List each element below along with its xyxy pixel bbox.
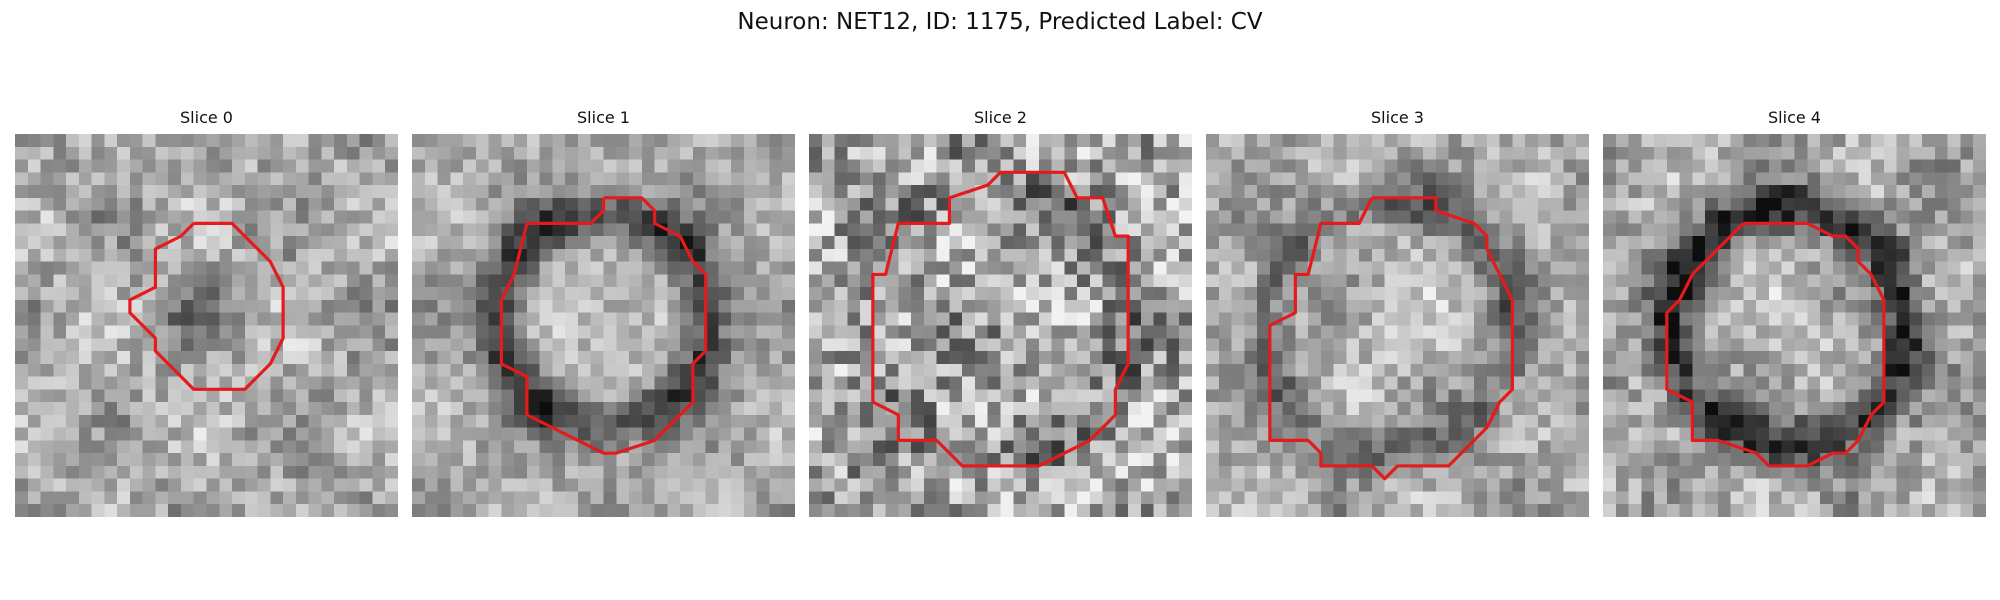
slice-image (809, 134, 1192, 517)
slice-title: Slice 0 (180, 108, 233, 127)
segmentation-contour (1268, 196, 1514, 481)
segmentation-contour (1665, 221, 1886, 468)
slice-panel-2: Slice 2 (809, 108, 1192, 517)
segmentation-contour (128, 221, 285, 391)
slice-panel-1: Slice 1 (412, 108, 795, 517)
slice-image (1206, 134, 1589, 517)
slice-panel-4: Slice 4 (1603, 108, 1986, 517)
slice-title: Slice 2 (974, 108, 1027, 127)
slice-image (412, 134, 795, 517)
slice-panel-3: Slice 3 (1206, 108, 1589, 517)
segmentation-contour (871, 170, 1130, 468)
slice-image (1603, 134, 1986, 517)
slice-title: Slice 3 (1371, 108, 1424, 127)
slice-title: Slice 1 (577, 108, 630, 127)
segmentation-contour (499, 196, 708, 455)
slice-image (15, 134, 398, 517)
slice-panel-0: Slice 0 (15, 108, 398, 517)
slice-title: Slice 4 (1768, 108, 1821, 127)
figure-title: Neuron: NET12, ID: 1175, Predicted Label… (737, 9, 1263, 35)
